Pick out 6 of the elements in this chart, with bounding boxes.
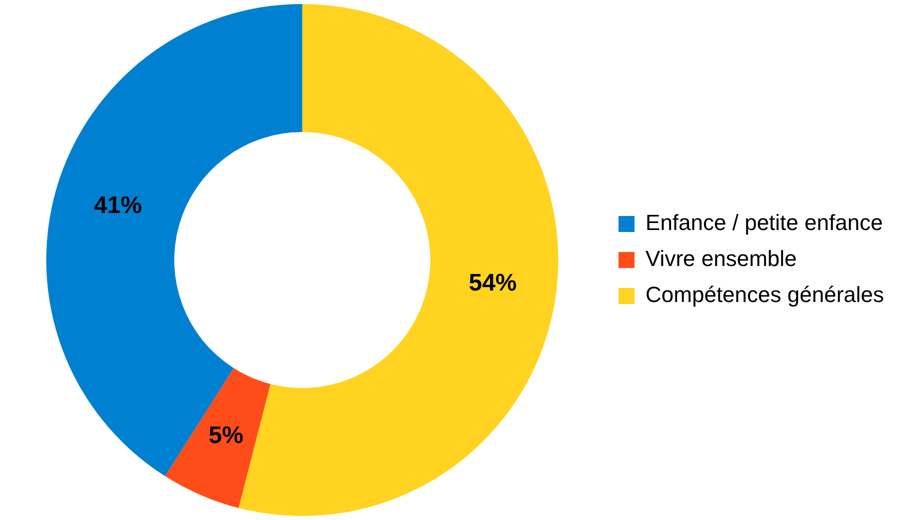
legend-label: Enfance / petite enfance <box>646 210 883 236</box>
data-label: 54% <box>468 270 517 297</box>
legend-label: Compétences générales <box>646 282 884 308</box>
data-label: 41% <box>94 192 142 220</box>
legend-label: Vivre ensemble <box>646 246 797 272</box>
data-label: 5% <box>208 422 244 449</box>
